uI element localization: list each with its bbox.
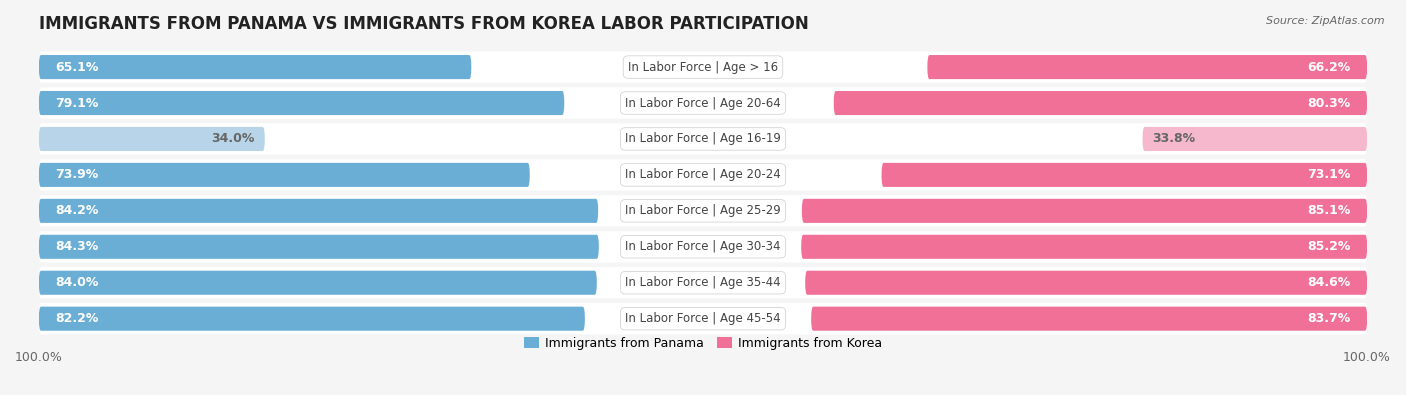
FancyBboxPatch shape <box>39 271 596 295</box>
Text: 84.6%: 84.6% <box>1308 276 1350 289</box>
Text: In Labor Force | Age 20-64: In Labor Force | Age 20-64 <box>626 96 780 109</box>
Text: 73.1%: 73.1% <box>1308 168 1350 181</box>
FancyBboxPatch shape <box>801 235 1367 259</box>
Text: 80.3%: 80.3% <box>1308 96 1350 109</box>
FancyBboxPatch shape <box>39 127 264 151</box>
FancyBboxPatch shape <box>39 231 1367 262</box>
Text: In Labor Force | Age > 16: In Labor Force | Age > 16 <box>628 60 778 73</box>
FancyBboxPatch shape <box>1143 127 1367 151</box>
FancyBboxPatch shape <box>39 163 530 187</box>
Text: 82.2%: 82.2% <box>56 312 98 325</box>
Text: 85.2%: 85.2% <box>1308 240 1350 253</box>
Text: 79.1%: 79.1% <box>56 96 98 109</box>
Text: In Labor Force | Age 35-44: In Labor Force | Age 35-44 <box>626 276 780 289</box>
FancyBboxPatch shape <box>928 55 1367 79</box>
Text: In Labor Force | Age 25-29: In Labor Force | Age 25-29 <box>626 204 780 217</box>
FancyBboxPatch shape <box>39 123 1367 154</box>
Text: 84.2%: 84.2% <box>56 204 98 217</box>
FancyBboxPatch shape <box>39 303 1367 334</box>
FancyBboxPatch shape <box>39 51 1367 83</box>
Text: In Labor Force | Age 20-24: In Labor Force | Age 20-24 <box>626 168 780 181</box>
FancyBboxPatch shape <box>39 267 1367 298</box>
FancyBboxPatch shape <box>39 91 564 115</box>
FancyBboxPatch shape <box>882 163 1367 187</box>
Text: 83.7%: 83.7% <box>1308 312 1350 325</box>
Text: 66.2%: 66.2% <box>1308 60 1350 73</box>
Text: 73.9%: 73.9% <box>56 168 98 181</box>
FancyBboxPatch shape <box>39 159 1367 190</box>
Text: IMMIGRANTS FROM PANAMA VS IMMIGRANTS FROM KOREA LABOR PARTICIPATION: IMMIGRANTS FROM PANAMA VS IMMIGRANTS FRO… <box>39 15 808 33</box>
Text: 33.8%: 33.8% <box>1153 132 1195 145</box>
Text: 84.0%: 84.0% <box>56 276 98 289</box>
Text: 85.1%: 85.1% <box>1308 204 1350 217</box>
FancyBboxPatch shape <box>39 307 585 331</box>
Text: 84.3%: 84.3% <box>56 240 98 253</box>
FancyBboxPatch shape <box>39 195 1367 226</box>
Legend: Immigrants from Panama, Immigrants from Korea: Immigrants from Panama, Immigrants from … <box>519 332 887 355</box>
FancyBboxPatch shape <box>39 55 471 79</box>
FancyBboxPatch shape <box>811 307 1367 331</box>
Text: In Labor Force | Age 16-19: In Labor Force | Age 16-19 <box>626 132 780 145</box>
Text: In Labor Force | Age 30-34: In Labor Force | Age 30-34 <box>626 240 780 253</box>
FancyBboxPatch shape <box>39 199 598 223</box>
Text: 65.1%: 65.1% <box>56 60 98 73</box>
FancyBboxPatch shape <box>834 91 1367 115</box>
FancyBboxPatch shape <box>39 87 1367 118</box>
Text: In Labor Force | Age 45-54: In Labor Force | Age 45-54 <box>626 312 780 325</box>
Text: 34.0%: 34.0% <box>211 132 254 145</box>
FancyBboxPatch shape <box>801 199 1367 223</box>
FancyBboxPatch shape <box>39 235 599 259</box>
FancyBboxPatch shape <box>806 271 1367 295</box>
Text: Source: ZipAtlas.com: Source: ZipAtlas.com <box>1267 16 1385 26</box>
